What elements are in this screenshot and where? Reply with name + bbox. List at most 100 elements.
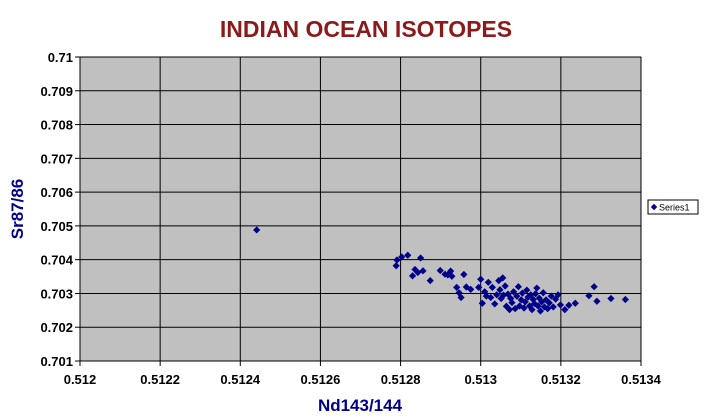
data-point (478, 299, 486, 307)
y-tick-label: 0.707 (40, 151, 73, 166)
legend-label: Series1 (659, 203, 690, 213)
data-point (556, 301, 565, 309)
x-tick-label: 0.5124 (220, 372, 261, 387)
data-point (621, 295, 629, 304)
plot-area (79, 56, 642, 362)
data-point (549, 303, 557, 311)
y-tick-label: 0.709 (40, 84, 73, 99)
data-point (514, 283, 522, 291)
data-point (484, 278, 492, 286)
legend: Series1 (647, 199, 699, 215)
data-point (532, 290, 540, 298)
y-tick-label: 0.701 (40, 354, 73, 369)
data-point (515, 302, 524, 310)
data-point (467, 285, 475, 293)
data-point (585, 292, 593, 300)
data-point (414, 268, 422, 277)
y-tick-label: 0.704 (40, 253, 73, 268)
data-point (453, 283, 461, 291)
data-point (526, 302, 534, 310)
data-point (426, 277, 434, 285)
data-point (513, 292, 521, 300)
data-point (508, 298, 516, 307)
data-point (520, 304, 528, 312)
data-point (455, 289, 463, 297)
data-point (419, 267, 427, 275)
data-point (590, 283, 598, 291)
y-tick-label: 0.708 (40, 118, 73, 133)
x-tick-label: 0.5122 (140, 372, 180, 387)
data-point (547, 292, 555, 300)
data-point (488, 283, 496, 291)
data-point (509, 288, 518, 296)
data-point (607, 294, 615, 303)
data-point (538, 298, 546, 306)
data-point (529, 295, 537, 304)
data-point (521, 298, 529, 306)
x-axis-label: Nd143/144 (318, 396, 403, 415)
data-point (528, 306, 536, 314)
data-point (457, 293, 465, 302)
chart-title: INDIAN OCEAN ISOTOPES (220, 16, 512, 42)
x-axis-ticks: 0.512 0.5122 0.5124 0.5126 0.5128 0.513 0.5132… (64, 372, 662, 387)
y-tick-label: 0.71 (48, 50, 73, 65)
data-point (565, 301, 573, 309)
data-point (527, 291, 535, 299)
data-point (533, 284, 541, 292)
data-point (554, 291, 562, 299)
data-point (561, 306, 569, 314)
y-tick-label: 0.706 (40, 185, 73, 200)
data-point (545, 299, 553, 307)
x-tick-label: 0.5134 (621, 372, 662, 387)
data-point (460, 270, 468, 279)
data-points (253, 226, 629, 315)
data-point (523, 286, 531, 294)
data-point (398, 253, 406, 261)
y-tick-label: 0.703 (40, 286, 73, 301)
legend-box (647, 199, 699, 215)
y-axis-ticks: 0.701 0.702 0.703 0.704 0.705 0.706 0.707 0.708… (40, 50, 73, 369)
legend-marker (650, 203, 658, 211)
data-point (536, 307, 545, 315)
data-point (534, 302, 542, 310)
data-point (436, 266, 444, 275)
x-tick-label: 0.512 (64, 372, 97, 387)
data-point (593, 297, 601, 305)
data-point (253, 226, 261, 234)
x-tick-label: 0.5126 (301, 372, 341, 387)
data-point (448, 272, 456, 280)
y-tick-label: 0.702 (40, 320, 73, 335)
data-point (477, 275, 485, 283)
data-point (496, 286, 504, 294)
data-point (552, 295, 560, 303)
data-point (475, 283, 483, 291)
data-point (501, 282, 509, 290)
data-point (447, 267, 455, 275)
data-point (530, 299, 539, 308)
data-point (544, 305, 552, 313)
data-point (417, 254, 425, 262)
x-tick-label: 0.5128 (381, 372, 421, 387)
data-point (493, 291, 501, 299)
data-point (408, 272, 417, 280)
grid-lines (75, 56, 642, 366)
data-point (505, 306, 514, 314)
data-point (511, 305, 519, 313)
data-point (571, 299, 579, 307)
y-tick-label: 0.705 (40, 219, 73, 234)
x-tick-label: 0.5132 (541, 372, 581, 387)
data-point (524, 293, 532, 301)
data-point (542, 296, 550, 304)
data-point (499, 274, 507, 282)
y-axis-label: Sr87/86 (8, 179, 27, 240)
x-tick-label: 0.513 (464, 372, 497, 387)
data-point (404, 251, 412, 259)
data-point (393, 256, 401, 264)
data-point (392, 262, 400, 270)
data-point (539, 289, 547, 297)
data-point (487, 293, 495, 302)
data-point (491, 300, 499, 308)
data-point (502, 302, 510, 310)
